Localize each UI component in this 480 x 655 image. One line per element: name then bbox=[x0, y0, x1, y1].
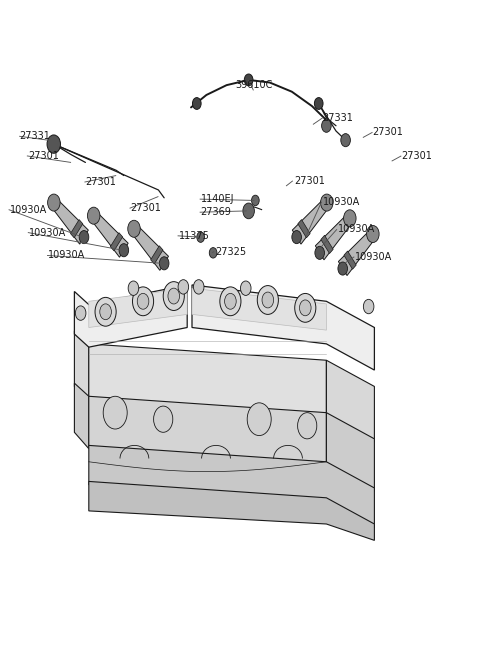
Polygon shape bbox=[89, 344, 326, 416]
Circle shape bbox=[322, 119, 331, 132]
Polygon shape bbox=[321, 235, 333, 253]
Text: 27325: 27325 bbox=[215, 246, 246, 257]
Circle shape bbox=[128, 281, 139, 295]
Circle shape bbox=[292, 231, 301, 244]
Circle shape bbox=[367, 225, 379, 242]
Polygon shape bbox=[89, 481, 374, 540]
Text: 27301: 27301 bbox=[372, 127, 403, 138]
Polygon shape bbox=[338, 230, 375, 276]
Circle shape bbox=[128, 220, 140, 237]
Text: 27301: 27301 bbox=[28, 151, 59, 161]
Circle shape bbox=[119, 244, 129, 257]
Circle shape bbox=[154, 406, 173, 432]
Circle shape bbox=[209, 248, 217, 258]
Circle shape bbox=[363, 299, 374, 314]
Polygon shape bbox=[91, 212, 128, 257]
Circle shape bbox=[298, 413, 317, 439]
Circle shape bbox=[168, 288, 180, 304]
Polygon shape bbox=[74, 331, 89, 400]
Circle shape bbox=[247, 403, 271, 436]
Text: 10930A: 10930A bbox=[10, 204, 47, 215]
Text: 10930A: 10930A bbox=[48, 250, 85, 261]
Polygon shape bbox=[89, 396, 326, 465]
Text: 10930A: 10930A bbox=[338, 224, 375, 234]
Polygon shape bbox=[110, 233, 123, 251]
Circle shape bbox=[103, 396, 127, 429]
Circle shape bbox=[47, 135, 60, 153]
Circle shape bbox=[240, 281, 251, 295]
Text: 27301: 27301 bbox=[85, 177, 116, 187]
Polygon shape bbox=[192, 288, 326, 330]
Circle shape bbox=[48, 194, 60, 211]
Polygon shape bbox=[298, 219, 310, 238]
Circle shape bbox=[87, 207, 100, 224]
Circle shape bbox=[257, 286, 278, 314]
Text: 1140EJ: 1140EJ bbox=[201, 194, 234, 204]
Circle shape bbox=[244, 74, 253, 86]
Text: 39610C: 39610C bbox=[236, 81, 273, 90]
Text: 10930A: 10930A bbox=[323, 196, 360, 207]
Polygon shape bbox=[326, 360, 374, 442]
Circle shape bbox=[225, 293, 236, 309]
Circle shape bbox=[100, 304, 111, 320]
Circle shape bbox=[300, 300, 311, 316]
Circle shape bbox=[262, 292, 274, 308]
Polygon shape bbox=[132, 225, 168, 271]
Text: 27331: 27331 bbox=[19, 131, 50, 141]
Circle shape bbox=[295, 293, 316, 322]
Polygon shape bbox=[71, 219, 83, 238]
Polygon shape bbox=[192, 285, 374, 370]
Text: 10930A: 10930A bbox=[29, 227, 66, 238]
Circle shape bbox=[314, 98, 323, 109]
Circle shape bbox=[338, 262, 348, 275]
Circle shape bbox=[220, 287, 241, 316]
Circle shape bbox=[344, 210, 356, 227]
Polygon shape bbox=[74, 383, 89, 449]
Polygon shape bbox=[74, 285, 187, 347]
Circle shape bbox=[197, 232, 204, 242]
Polygon shape bbox=[344, 251, 356, 269]
Polygon shape bbox=[89, 445, 374, 527]
Circle shape bbox=[163, 282, 184, 310]
Circle shape bbox=[137, 293, 149, 309]
Circle shape bbox=[95, 297, 116, 326]
Text: 27301: 27301 bbox=[294, 176, 324, 186]
Polygon shape bbox=[326, 413, 374, 491]
Polygon shape bbox=[151, 246, 163, 264]
Text: 11375: 11375 bbox=[179, 231, 209, 241]
Text: 27301: 27301 bbox=[401, 151, 432, 161]
Circle shape bbox=[178, 280, 189, 294]
Polygon shape bbox=[89, 288, 187, 328]
Circle shape bbox=[132, 287, 154, 316]
Circle shape bbox=[193, 280, 204, 294]
Text: 27301: 27301 bbox=[131, 203, 161, 214]
Polygon shape bbox=[51, 198, 88, 244]
Circle shape bbox=[159, 257, 169, 270]
Circle shape bbox=[315, 246, 324, 259]
Text: 10930A: 10930A bbox=[355, 252, 393, 262]
Circle shape bbox=[192, 98, 201, 109]
Circle shape bbox=[75, 306, 86, 320]
Circle shape bbox=[79, 231, 89, 244]
Circle shape bbox=[243, 203, 254, 219]
Polygon shape bbox=[292, 198, 329, 244]
Text: 27331: 27331 bbox=[323, 113, 353, 123]
Text: 27369: 27369 bbox=[201, 207, 231, 217]
Circle shape bbox=[341, 134, 350, 147]
Circle shape bbox=[321, 194, 333, 211]
Circle shape bbox=[252, 195, 259, 206]
Polygon shape bbox=[315, 214, 352, 260]
